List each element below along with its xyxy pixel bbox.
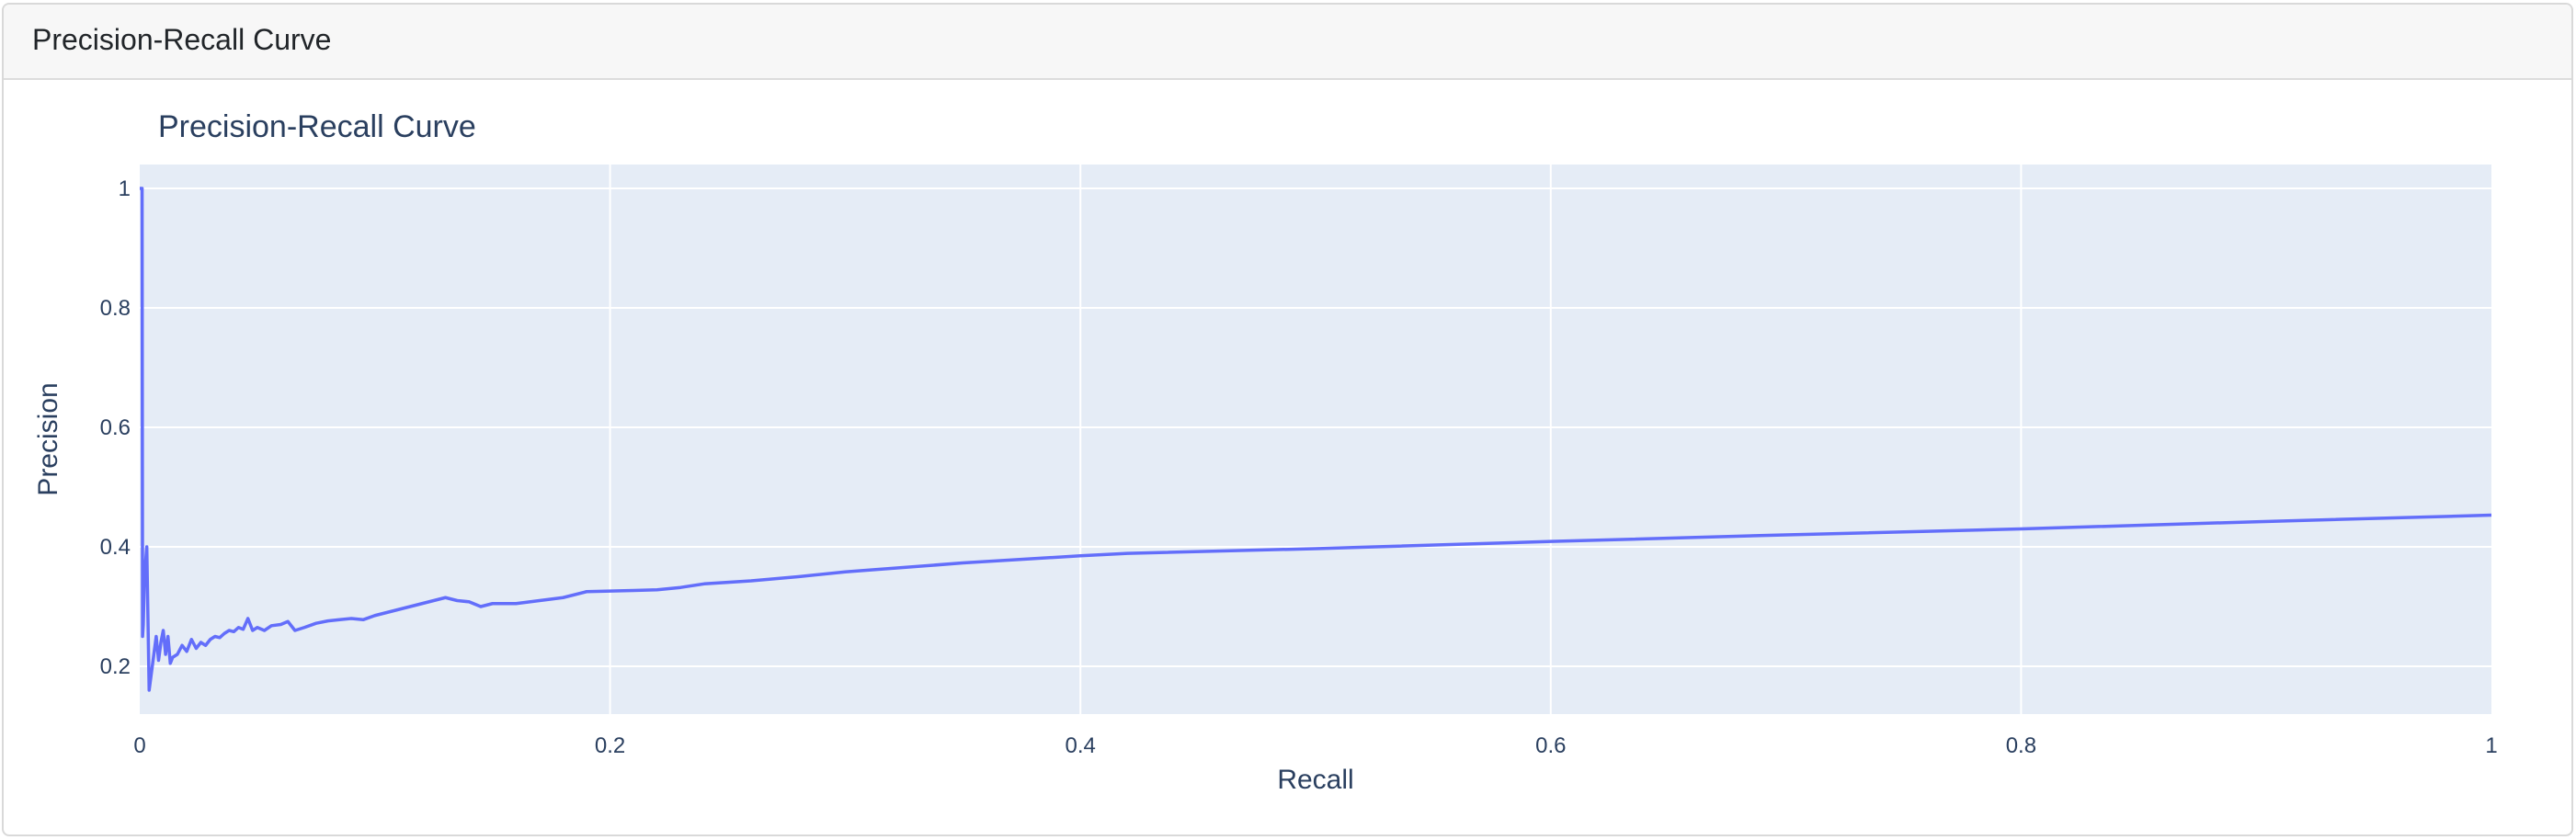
y-tick-label: 0.4 (100, 535, 131, 560)
pr-curve-chart[interactable]: Precision-Recall Curve 0 0.2 0.4 0.6 0.8 1 0.… (4, 5, 2573, 836)
x-tick-label: 0.6 (1535, 733, 1566, 758)
x-tick-labels: 0 0.2 0.4 0.6 0.8 1 (133, 733, 2497, 758)
x-tick-label: 0.2 (595, 733, 625, 758)
y-tick-label: 1 (119, 176, 131, 201)
y-axis-label: Precision (33, 382, 63, 495)
y-tick-labels: 0.2 0.4 0.6 0.8 1 (100, 176, 131, 679)
y-tick-label: 0.2 (100, 654, 131, 679)
chart-title: Precision-Recall Curve (158, 109, 476, 144)
x-axis-label: Recall (1277, 765, 1353, 795)
x-tick-label: 0.8 (2006, 733, 2036, 758)
chart-card: Precision-Recall Curve Precision-Recall … (2, 3, 2573, 836)
y-tick-label: 0.6 (100, 415, 131, 440)
plot-area[interactable] (140, 165, 2491, 714)
x-tick-label: 0.4 (1066, 733, 1096, 758)
x-tick-label: 1 (2485, 733, 2497, 758)
x-tick-label: 0 (133, 733, 145, 758)
y-tick-label: 0.8 (100, 296, 131, 321)
